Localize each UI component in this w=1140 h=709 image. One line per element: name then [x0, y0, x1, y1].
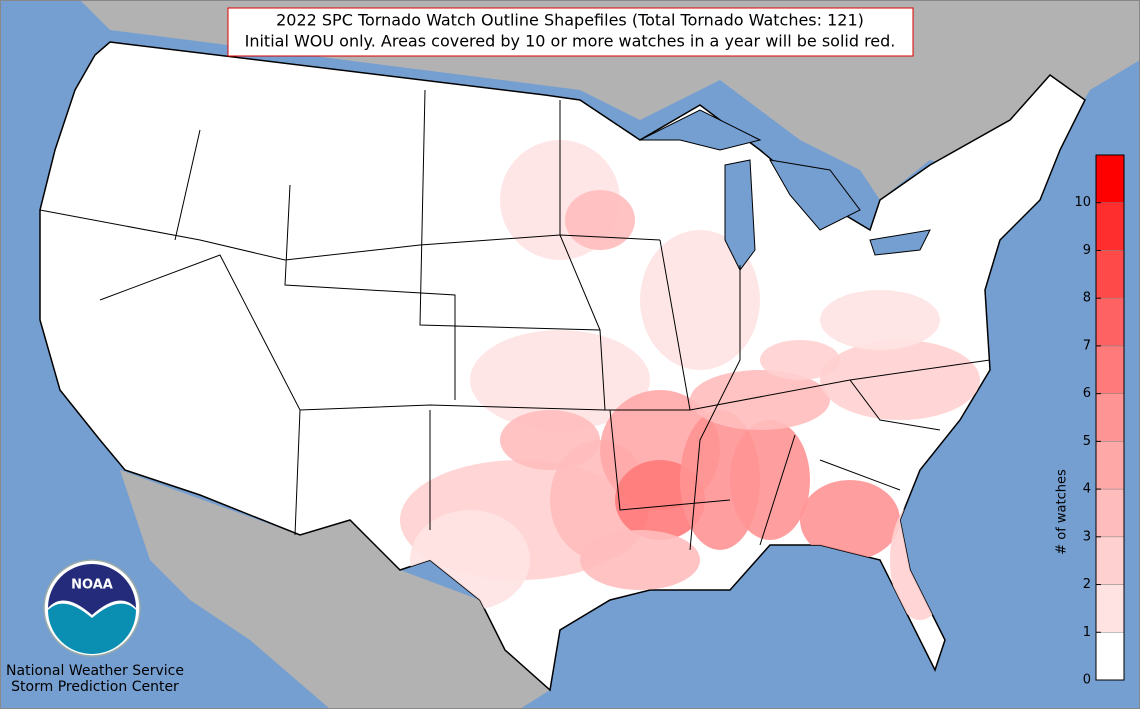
watch-area [500, 410, 600, 470]
watch-area [800, 480, 900, 560]
colorbar-tick-label: 7 [1083, 338, 1091, 353]
colorbar-step [1095, 345, 1125, 394]
subtitle-line: Initial WOU only. Areas covered by 10 or… [245, 32, 896, 51]
colorbar-tick-label: 10 [1074, 195, 1091, 210]
logo-text: NOAA [71, 578, 113, 593]
colorbar-tick-label: 2 [1083, 577, 1091, 592]
colorbar-step [1095, 441, 1125, 490]
colorbar-tick-label: 5 [1083, 434, 1091, 449]
title-box [227, 7, 914, 57]
colorbar-step [1095, 393, 1125, 442]
credit-line: Storm Prediction Center [11, 679, 179, 695]
colorbar-tick-label: 4 [1083, 482, 1091, 497]
colorbar-step [1095, 297, 1125, 347]
colorbar-tick-label: 0 [1083, 673, 1091, 688]
watch-density [400, 140, 980, 620]
colorbar-tick-label: 1 [1083, 625, 1091, 640]
great-lakes [639, 109, 931, 271]
colorbar-tick-label: 8 [1083, 291, 1091, 306]
colorbar-label: # of watches [1055, 469, 1070, 555]
title-line: 2022 SPC Tornado Watch Outline Shapefile… [276, 11, 864, 30]
colorbar-tick-label: 3 [1083, 529, 1091, 544]
watch-area [690, 370, 830, 430]
colorbar-step [1095, 488, 1125, 538]
colorbar-step [1095, 584, 1125, 633]
noaa-logo: NOAA [43, 559, 141, 657]
mexico [120, 470, 550, 709]
watch-area [565, 190, 635, 250]
colorbar-tick-label: 6 [1083, 386, 1091, 401]
colorbar-step [1095, 154, 1125, 203]
colorbar-step [1095, 202, 1125, 251]
credit-line: National Weather Service [6, 663, 184, 679]
watch-area [730, 420, 810, 540]
colorbar-step [1095, 250, 1125, 299]
colorbar-frame [1095, 154, 1125, 681]
colorbar-step [1095, 536, 1125, 585]
watch-area [640, 230, 760, 370]
colorbar-tick-label: 9 [1083, 243, 1091, 258]
colorbar: 0 1 2 3 4 5 6 7 8 9 10 [1074, 154, 1125, 688]
colorbar-step [1095, 632, 1125, 681]
watch-area [760, 340, 840, 380]
state-borders [39, 89, 991, 551]
watch-area [580, 530, 700, 590]
watch-area [820, 290, 940, 350]
watch-area [820, 340, 980, 420]
